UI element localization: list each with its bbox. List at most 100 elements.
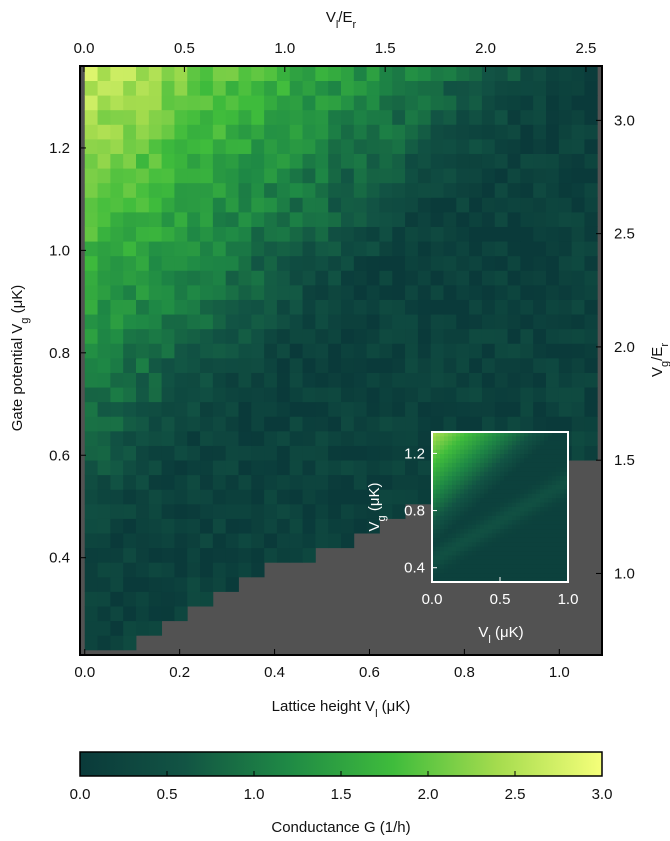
inset-cell bbox=[532, 502, 537, 508]
inset-cell bbox=[544, 502, 549, 508]
heatmap-cell bbox=[456, 80, 470, 96]
inset-cell bbox=[484, 484, 489, 490]
heatmap-cell bbox=[174, 460, 188, 476]
heatmap-cell bbox=[225, 489, 239, 505]
heatmap-cell bbox=[225, 109, 239, 125]
inset-cell bbox=[432, 436, 437, 442]
heatmap-cell bbox=[97, 168, 111, 184]
inset-cell bbox=[528, 454, 533, 459]
heatmap-cell bbox=[174, 299, 188, 315]
heatmap-cell bbox=[571, 168, 585, 184]
heatmap-cell bbox=[302, 518, 316, 534]
inset-cell bbox=[480, 507, 485, 512]
inset-cell bbox=[512, 520, 517, 526]
inset-cell bbox=[528, 511, 533, 517]
inset-cell bbox=[516, 524, 521, 530]
inset-cell bbox=[476, 432, 481, 437]
inset-cell bbox=[484, 462, 489, 468]
inset-cell bbox=[460, 467, 465, 473]
inset-cell bbox=[524, 577, 529, 583]
heatmap-cell bbox=[264, 124, 278, 140]
heatmap-cell bbox=[571, 357, 585, 373]
inset-cell bbox=[456, 502, 461, 508]
inset-cell bbox=[468, 449, 473, 455]
heatmap-cell bbox=[353, 153, 368, 169]
heatmap-cell bbox=[353, 299, 368, 315]
inset-cell bbox=[536, 568, 541, 574]
heatmap-cell bbox=[353, 255, 368, 271]
heatmap-cell bbox=[136, 591, 150, 607]
heatmap-cell bbox=[392, 226, 406, 242]
inset-cell bbox=[544, 542, 549, 548]
heatmap-cell bbox=[225, 182, 239, 198]
inset-cell bbox=[436, 542, 441, 548]
heatmap-cell bbox=[405, 328, 419, 344]
inset-cell bbox=[524, 529, 529, 534]
inset-cell bbox=[556, 449, 561, 455]
inset-cell bbox=[476, 542, 481, 548]
heatmap-cell bbox=[264, 284, 278, 300]
heatmap-cell bbox=[366, 211, 380, 227]
heatmap-cell bbox=[341, 460, 355, 476]
heatmap-cell bbox=[251, 284, 265, 300]
inset-cell bbox=[564, 432, 569, 437]
inset-cell bbox=[556, 568, 561, 574]
heatmap-cell bbox=[174, 241, 188, 257]
inset-cell bbox=[524, 542, 529, 548]
inset-cell bbox=[548, 577, 553, 583]
right-tick-label: 3.0 bbox=[614, 112, 635, 129]
heatmap-cell bbox=[546, 343, 560, 359]
inset-cell bbox=[544, 454, 549, 459]
inset-cell bbox=[524, 520, 529, 526]
inset-cell bbox=[516, 498, 521, 504]
heatmap-cell bbox=[315, 66, 329, 81]
heatmap-cell bbox=[353, 445, 368, 461]
inset-cell bbox=[508, 467, 513, 473]
inset-cell bbox=[524, 493, 529, 499]
inset-cell bbox=[532, 577, 537, 583]
inset-cell bbox=[460, 564, 465, 570]
inset-cell bbox=[468, 515, 473, 521]
inset-cell bbox=[548, 573, 553, 579]
inset-cell bbox=[432, 568, 437, 574]
inset-cell bbox=[480, 467, 485, 473]
inset-cell bbox=[552, 484, 557, 490]
heatmap-cell bbox=[392, 66, 406, 81]
heatmap-cell bbox=[481, 401, 496, 417]
inset-cell bbox=[516, 489, 521, 495]
inset-cell bbox=[540, 507, 545, 512]
heatmap-cell bbox=[161, 299, 175, 315]
inset-cell bbox=[468, 507, 473, 512]
inset-cell bbox=[432, 542, 437, 548]
inset-cell bbox=[476, 573, 481, 579]
heatmap-cell bbox=[225, 241, 239, 257]
inset-cell bbox=[504, 502, 509, 508]
heatmap-cell bbox=[264, 182, 278, 198]
inset-cell bbox=[440, 458, 445, 464]
heatmap-cell bbox=[110, 562, 124, 578]
inset-cell bbox=[452, 551, 457, 557]
inset-cell bbox=[464, 546, 469, 552]
heatmap-cell bbox=[392, 153, 406, 169]
heatmap-cell bbox=[546, 328, 560, 344]
inset-cell bbox=[440, 559, 445, 565]
inset-cell bbox=[444, 568, 449, 574]
heatmap-cell bbox=[174, 328, 188, 344]
heatmap-cell bbox=[212, 518, 227, 534]
heatmap-cell bbox=[315, 518, 329, 534]
heatmap-cell bbox=[366, 226, 380, 242]
inset-cell bbox=[504, 445, 509, 451]
inset-cell bbox=[540, 511, 545, 517]
heatmap-cell bbox=[315, 226, 329, 242]
heatmap-cell bbox=[520, 328, 534, 344]
heatmap-cell bbox=[200, 430, 214, 446]
inset-cell bbox=[440, 577, 445, 583]
heatmap-cell bbox=[494, 153, 508, 169]
inset-cell bbox=[524, 559, 529, 565]
inset-cell bbox=[532, 551, 537, 557]
heatmap-cell bbox=[379, 168, 393, 184]
heatmap-cell bbox=[276, 211, 291, 227]
inset-cell bbox=[496, 484, 501, 490]
heatmap-cell bbox=[353, 314, 368, 330]
heatmap-cell bbox=[328, 328, 342, 344]
